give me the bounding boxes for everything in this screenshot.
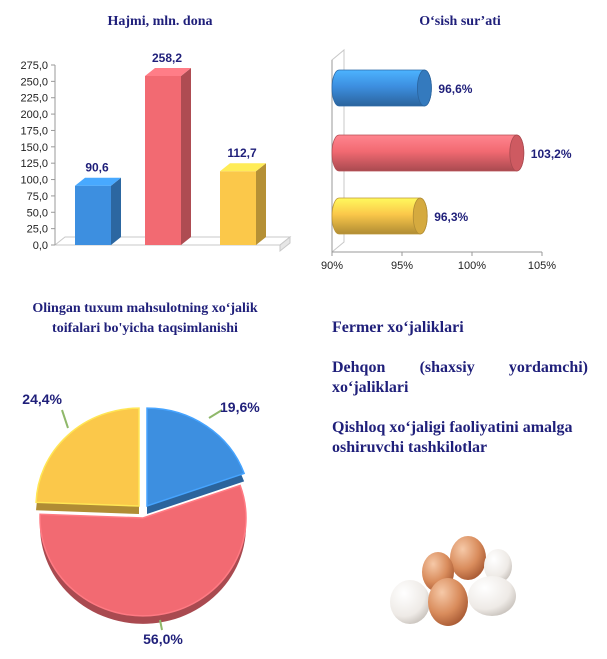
y-tick-label: 225,0 (20, 93, 48, 105)
growth-chart-title: O‘sish sur’ati (419, 14, 501, 29)
bar-value-label: 258,2 (152, 51, 182, 65)
pie-slice (146, 407, 246, 508)
y-tick-label: 75,0 (27, 191, 48, 203)
pie-value-label: 56,0% (143, 631, 183, 647)
bar-front (75, 185, 111, 245)
pie-leader-line (61, 409, 69, 429)
y-tick-label: 250,0 (20, 76, 48, 88)
y-tick-label: 275,0 (20, 60, 48, 72)
y-tick-label: 25,0 (27, 224, 48, 236)
y-tick-label: 150,0 (20, 142, 48, 154)
bar-side (181, 67, 191, 245)
bar-value-label: 112,7 (227, 146, 257, 160)
x-tick-label: 100% (458, 260, 486, 272)
hbar-cap (416, 69, 432, 107)
hbar-value-label: 103,2% (531, 147, 572, 161)
y-tick-label: 125,0 (20, 158, 48, 170)
bar-top (220, 163, 266, 172)
pie-leader-line (208, 409, 223, 419)
legend-farmers: Fermer xo‘jaliklari (332, 319, 464, 336)
x-tick-label: 95% (391, 260, 413, 272)
bar-side (256, 163, 266, 245)
bar-front (220, 171, 256, 245)
eggs-image (390, 536, 516, 626)
hbar-cap (412, 197, 428, 235)
pie-value-label: 19,6% (220, 399, 260, 415)
bar-top (145, 67, 191, 76)
y-tick-label: 0,0 (33, 240, 48, 252)
x-tick-label: 105% (528, 260, 556, 272)
pie-slice (35, 407, 140, 507)
hbar-value-label: 96,3% (434, 210, 468, 224)
bar-front (145, 75, 181, 245)
bar-chart-floor-edge (279, 235, 291, 253)
y-tick-label: 100,0 (20, 175, 48, 187)
pie-value-label: 24,4% (22, 391, 62, 407)
legend-organizations: Qishloq xo‘jaligi faoliyatini amalga osh… (332, 419, 573, 456)
pie-leader-line (159, 619, 163, 631)
legend-dehqon: Dehqon (shaxsiy yordamchi) xo‘jaliklari (332, 359, 588, 396)
pie-slice (39, 484, 247, 617)
pie-chart-title: Olingan tuxum mahsulotning xo‘jalik toif… (32, 301, 258, 336)
bar-value-label: 90,6 (85, 161, 109, 175)
bar-chart-title: Hajmi, mln. dona (107, 14, 213, 29)
bar-side (111, 177, 121, 245)
x-tick-label: 90% (321, 260, 343, 272)
y-tick-label: 200,0 (20, 109, 48, 121)
y-tick-label: 50,0 (27, 207, 48, 219)
y-tick-label: 175,0 (20, 125, 48, 137)
bar-top (75, 177, 121, 186)
hbar-cap (509, 134, 525, 172)
hbar-value-label: 96,6% (438, 82, 472, 96)
